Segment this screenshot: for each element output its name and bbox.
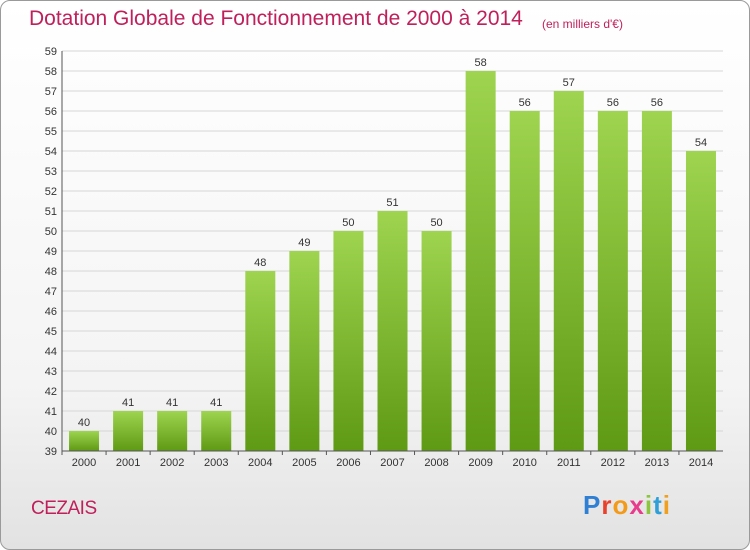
- x-tick-label: 2004: [248, 457, 272, 469]
- y-tick-label: 56: [45, 106, 57, 118]
- y-tick-label: 44: [45, 346, 57, 358]
- bar: [685, 151, 716, 451]
- y-tick-label: 50: [45, 226, 57, 238]
- x-tick-label: 2012: [601, 457, 625, 469]
- y-tick-label: 52: [45, 186, 57, 198]
- y-tick-label: 57: [45, 86, 57, 98]
- x-tick-label: 2000: [72, 457, 96, 469]
- bar: [465, 71, 496, 451]
- data-label: 41: [210, 397, 222, 409]
- x-tick-label: 2013: [645, 457, 669, 469]
- y-tick-label: 49: [45, 246, 57, 258]
- x-tick-label: 2010: [512, 457, 536, 469]
- data-label: 41: [122, 397, 134, 409]
- bar: [377, 211, 408, 451]
- data-label: 56: [607, 97, 619, 109]
- x-tick-label: 2003: [204, 457, 228, 469]
- x-axis-ticks: 2000 2001 2002 2003 2004 2005 2006 2007 2008 2009…: [61, 451, 713, 469]
- x-tick-label: 2002: [160, 457, 184, 469]
- bar: [289, 251, 320, 451]
- value-labels: 40 41 41 41 48 49 50 51 50 58 56 57 56 56 54: [78, 57, 707, 429]
- bar: [333, 231, 364, 451]
- y-tick-label: 43: [45, 366, 57, 378]
- data-label: 56: [651, 97, 663, 109]
- x-tick-label: 2009: [468, 457, 492, 469]
- data-label: 51: [386, 197, 398, 209]
- bars: [69, 71, 716, 451]
- y-tick-label: 51: [45, 206, 57, 218]
- y-tick-label: 53: [45, 166, 57, 178]
- bar: [113, 411, 144, 451]
- axes: [61, 51, 723, 452]
- logo-letter: x: [629, 490, 645, 520]
- data-label: 49: [298, 237, 310, 249]
- logo-letter: o: [612, 490, 630, 520]
- y-tick-label: 47: [45, 286, 57, 298]
- x-tick-label: 2001: [116, 457, 140, 469]
- bar: [553, 91, 584, 451]
- data-label: 48: [254, 257, 266, 269]
- data-label: 50: [430, 217, 442, 229]
- x-tick-label: 2008: [424, 457, 448, 469]
- x-tick-label: 2005: [292, 457, 316, 469]
- chart-unit: (en milliers d'€): [542, 17, 623, 31]
- x-tick-label: 2007: [380, 457, 404, 469]
- logo-letter: i: [662, 490, 671, 520]
- y-tick-label: 59: [45, 46, 57, 58]
- data-label: 41: [166, 397, 178, 409]
- y-tick-label: 46: [45, 306, 57, 318]
- data-label: 58: [475, 57, 487, 69]
- data-label: 54: [695, 137, 707, 149]
- x-tick-label: 2014: [689, 457, 713, 469]
- bar: [597, 111, 628, 451]
- proxiti-logo: Proxiti: [583, 490, 671, 521]
- y-tick-label: 48: [45, 266, 57, 278]
- data-label: 56: [519, 97, 531, 109]
- bar: [245, 271, 276, 451]
- y-axis-ticks: 39 40 41 42 43 44 45 46 47 48 49 50 51 52 53 54 55 56 57 58…: [45, 46, 57, 458]
- commune-name: CEZAIS: [31, 498, 97, 519]
- bar: [641, 111, 672, 451]
- y-tick-label: 58: [45, 66, 57, 78]
- data-label: 40: [78, 417, 90, 429]
- chart-title: Dotation Globale de Fonctionnement de 20…: [29, 7, 523, 30]
- logo-letter: P: [583, 490, 602, 520]
- x-tick-label: 2011: [557, 457, 581, 469]
- logo-letter: i: [644, 490, 654, 520]
- y-tick-label: 39: [45, 446, 57, 458]
- bar: [157, 411, 188, 451]
- logo-letter: r: [601, 490, 613, 520]
- y-tick-label: 41: [45, 406, 57, 418]
- bar: [201, 411, 232, 451]
- y-tick-label: 40: [45, 426, 57, 438]
- data-label: 50: [342, 217, 354, 229]
- logo-letter: t: [653, 490, 663, 520]
- data-label: 57: [563, 77, 575, 89]
- y-tick-label: 55: [45, 126, 57, 138]
- bar: [509, 111, 540, 451]
- y-tick-label: 42: [45, 386, 57, 398]
- y-tick-label: 54: [45, 146, 57, 158]
- bar: [421, 231, 452, 451]
- y-tick-label: 45: [45, 326, 57, 338]
- x-tick-label: 2006: [336, 457, 360, 469]
- bar: [69, 431, 100, 451]
